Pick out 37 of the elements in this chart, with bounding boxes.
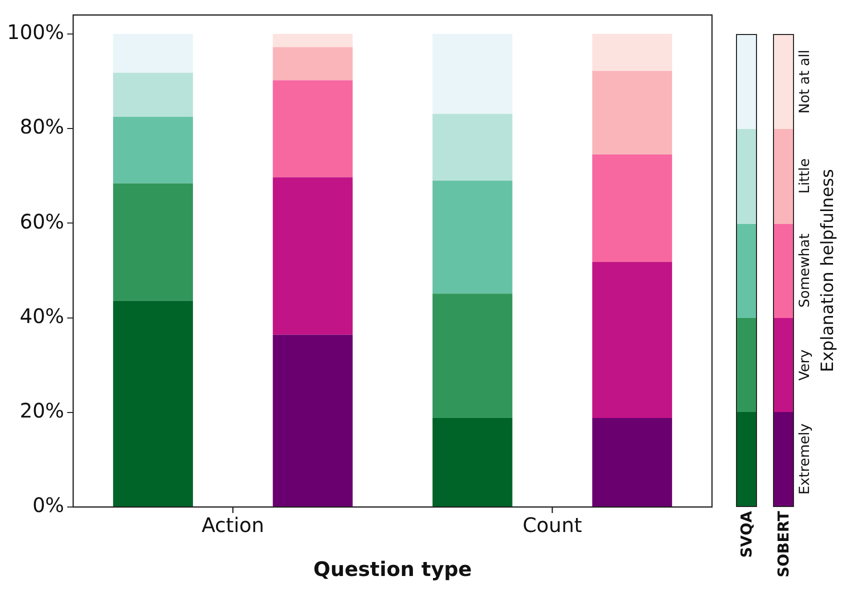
text: SOBERT <box>774 511 794 578</box>
text: Very <box>797 348 813 383</box>
bar <box>272 80 353 178</box>
bar <box>592 70 672 155</box>
text: Not at all <box>797 48 813 116</box>
x-tick-label: Action <box>202 513 264 538</box>
bar <box>592 418 672 506</box>
legend-title: Explanation helpfulness <box>818 168 838 374</box>
y-tick-label: 0% <box>32 493 64 518</box>
bar <box>272 177 353 335</box>
text: SVQA <box>736 511 756 558</box>
y-tick-label: 100% <box>6 20 64 44</box>
y-tick-label: 20% <box>20 398 64 423</box>
bar <box>113 300 193 506</box>
bar <box>432 294 512 418</box>
text: Little <box>797 157 813 196</box>
y-tick-label: 40% <box>20 304 64 328</box>
bar <box>592 262 672 418</box>
bar <box>272 47 353 80</box>
text: Extremely <box>797 423 813 498</box>
bar <box>592 34 672 71</box>
y-tick-label: 80% <box>20 114 64 139</box>
bar <box>272 334 353 506</box>
bar <box>432 180 512 294</box>
bar <box>432 114 512 181</box>
bar <box>113 183 193 301</box>
bar <box>432 418 512 506</box>
bar <box>432 34 512 114</box>
x-tick-label: Count <box>522 513 582 538</box>
x-axis-title: Question type <box>313 557 472 582</box>
text: Somewhat <box>797 232 813 310</box>
bar <box>113 72 193 117</box>
bar <box>113 116 193 184</box>
bar <box>272 34 353 48</box>
bar <box>592 154 672 262</box>
y-tick-label: 60% <box>20 209 64 234</box>
bar <box>113 34 193 73</box>
